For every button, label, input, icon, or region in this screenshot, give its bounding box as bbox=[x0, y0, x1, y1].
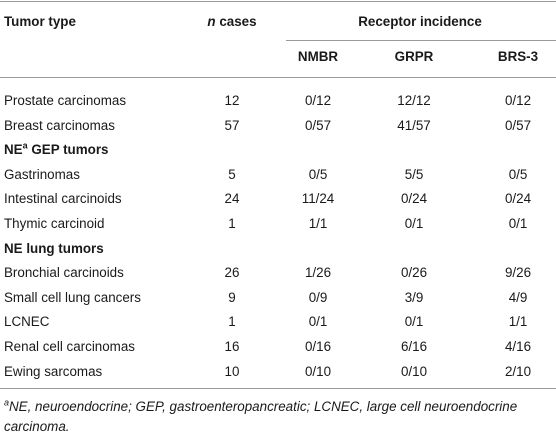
table-cell: 9 bbox=[228, 289, 236, 305]
table-cell: 1 bbox=[228, 314, 236, 330]
table-cell: 11/24 bbox=[301, 191, 335, 207]
table-cell: 1 bbox=[228, 216, 236, 231]
table-cell: 1/26 bbox=[304, 265, 332, 281]
section-marker: a bbox=[22, 140, 28, 151]
group-rule bbox=[286, 40, 556, 41]
table-cell: 16 bbox=[224, 339, 240, 354]
row-label: Prostate carcinomas bbox=[4, 93, 127, 108]
bottom-rule bbox=[0, 388, 556, 389]
table-cell: 0/1 bbox=[508, 216, 528, 231]
table-cell: 1/1 bbox=[308, 216, 328, 231]
row-label: Breast carcinomas bbox=[4, 117, 115, 133]
table-cell: 0/24 bbox=[400, 191, 428, 207]
column-header: GRPR bbox=[394, 49, 434, 64]
row-label: Gastrinomas bbox=[4, 166, 80, 182]
row-label: Small cell lung cancers bbox=[4, 289, 141, 305]
row-label: Ewing sarcomas bbox=[4, 363, 103, 379]
table-cell: 0/26 bbox=[400, 265, 428, 281]
table-cell: 12 bbox=[224, 93, 240, 108]
table-cell: 6/16 bbox=[400, 339, 428, 354]
table-cell: 0/5 bbox=[308, 166, 328, 182]
column-header: BRS-3 bbox=[497, 49, 539, 64]
table-cell: 0/57 bbox=[304, 117, 332, 133]
section-text: NE bbox=[4, 142, 23, 158]
table-cell: 41/57 bbox=[397, 117, 431, 133]
table-cell: 0/12 bbox=[304, 93, 332, 108]
group-header: Receptor incidence bbox=[358, 14, 482, 29]
table-cell: 0/5 bbox=[508, 166, 528, 182]
table-cell: 5 bbox=[228, 166, 236, 182]
table-cell: 0/1 bbox=[308, 314, 328, 330]
table-cell: 26 bbox=[224, 265, 240, 281]
row-label: Intestinal carcinoids bbox=[4, 191, 122, 207]
header-text: cases bbox=[215, 14, 257, 29]
table-cell: 12/12 bbox=[397, 93, 431, 108]
section-text: NE lung tumors bbox=[4, 240, 104, 256]
table-cell: 9/26 bbox=[504, 265, 532, 281]
table-cell: 57 bbox=[224, 117, 240, 133]
table-cell: 4/9 bbox=[508, 289, 528, 305]
row-label: LCNEC bbox=[4, 314, 50, 330]
table-cell: 2/10 bbox=[504, 363, 532, 379]
table-cell: 0/24 bbox=[504, 191, 532, 207]
table-cell: 10 bbox=[224, 363, 240, 379]
column-header: n cases bbox=[207, 14, 256, 30]
column-header: NMBR bbox=[297, 49, 339, 64]
table-cell: 0/57 bbox=[504, 117, 532, 133]
table-cell: 3/9 bbox=[404, 289, 424, 305]
top-rule bbox=[0, 1, 556, 2]
section-header: NEa GEP tumors bbox=[4, 140, 109, 158]
table-cell: 0/12 bbox=[504, 93, 532, 108]
footnote-marker: a bbox=[4, 397, 10, 408]
table-cell: 0/10 bbox=[304, 363, 332, 379]
table-cell: 4/16 bbox=[504, 339, 532, 354]
section-header: NE lung tumors bbox=[4, 241, 104, 257]
column-header: Tumor type bbox=[4, 14, 76, 29]
table-cell: 24 bbox=[224, 191, 240, 207]
section-text: GEP tumors bbox=[27, 142, 109, 158]
table-cell: 5/5 bbox=[404, 166, 424, 182]
italic-n: n bbox=[207, 14, 216, 29]
table-cell: 0/1 bbox=[404, 314, 424, 330]
footnote: aNE, neuroendocrine; GEP, gastroenteropa… bbox=[4, 397, 552, 437]
row-label: Renal cell carcinomas bbox=[4, 339, 135, 354]
footnote-text: NE, neuroendocrine; GEP, gastroenteropan… bbox=[4, 399, 518, 434]
row-label: Thymic carcinoid bbox=[4, 216, 105, 231]
header-rule bbox=[0, 77, 556, 78]
table-cell: 1/1 bbox=[508, 314, 528, 330]
row-label: Bronchial carcinoids bbox=[4, 265, 124, 281]
table-cell: 0/16 bbox=[304, 339, 332, 354]
table-cell: 0/1 bbox=[404, 216, 424, 231]
table-cell: 0/10 bbox=[400, 363, 428, 379]
table-cell: 0/9 bbox=[308, 289, 328, 305]
